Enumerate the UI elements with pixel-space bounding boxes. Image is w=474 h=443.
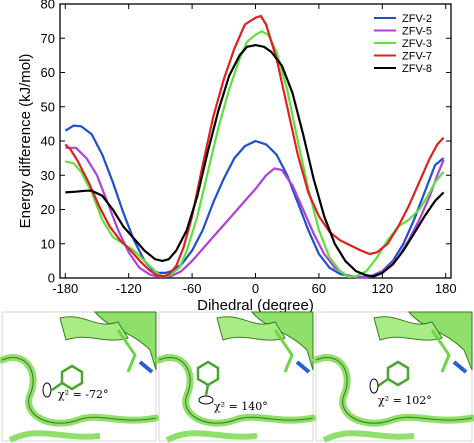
chi-angle-label-2: χ² = 140° [214, 400, 268, 413]
y-tick-label: 30 [41, 168, 55, 183]
axis-ticks: -180 -120 -60 0 60 120 180 0 10 20 30 40 50 60 70 80 [41, 0, 457, 296]
legend-label-zfv-5: ZFV-5 [402, 26, 432, 38]
series-line-zfv-8 [65, 44, 445, 278]
x-tick-label: 180 [435, 281, 457, 296]
legend-label-zfv-8: ZFV-8 [402, 63, 432, 75]
x-tick-label: 120 [371, 281, 393, 296]
energy-chart: -180 -120 -60 0 60 120 180 0 10 20 30 40 50 60 70 80 ZF… [17, 0, 457, 314]
legend-label-zfv-3: ZFV-3 [402, 38, 432, 50]
series-line-zfv-3 [65, 30, 445, 279]
y-tick-label: 50 [41, 99, 55, 114]
y-tick-label: 60 [41, 65, 55, 80]
y-tick-label: 40 [41, 134, 55, 149]
legend-label-zfv-7: ZFV-7 [402, 51, 432, 63]
y-tick-label: 10 [41, 236, 55, 251]
legend-label-zfv-2: ZFV-2 [402, 13, 432, 25]
structure-panel-2: χ² = 140° [155, 311, 317, 443]
structure-panel-3: χ² = 102° [312, 311, 474, 443]
chi-angle-label-1: χ² = -72° [58, 388, 109, 401]
x-tick-label: -180 [52, 281, 78, 296]
x-tick-label: 60 [312, 281, 326, 296]
y-tick-label: 20 [41, 202, 55, 217]
y-tick-label: 80 [41, 0, 55, 12]
series-line-zfv-5 [65, 146, 445, 279]
structure-panel-1: χ² = -72° [0, 311, 160, 443]
x-axis-title: Dihedral (degree) [197, 297, 314, 314]
x-tick-label: -120 [116, 281, 142, 296]
chi-angle-label-3: χ² = 102° [378, 394, 432, 407]
series-line-zfv-2 [64, 124, 445, 279]
series-line-zfv-7 [64, 14, 445, 278]
series-layer [64, 14, 445, 279]
x-tick-label: 0 [252, 281, 259, 296]
y-axis-title: Energy difference (kJ/mol) [17, 54, 34, 229]
structure-panels: χ² = -72° χ² = 140° [0, 311, 474, 443]
x-tick-label: -60 [183, 281, 202, 296]
y-tick-label: 0 [48, 271, 55, 286]
y-tick-label: 70 [41, 31, 55, 46]
